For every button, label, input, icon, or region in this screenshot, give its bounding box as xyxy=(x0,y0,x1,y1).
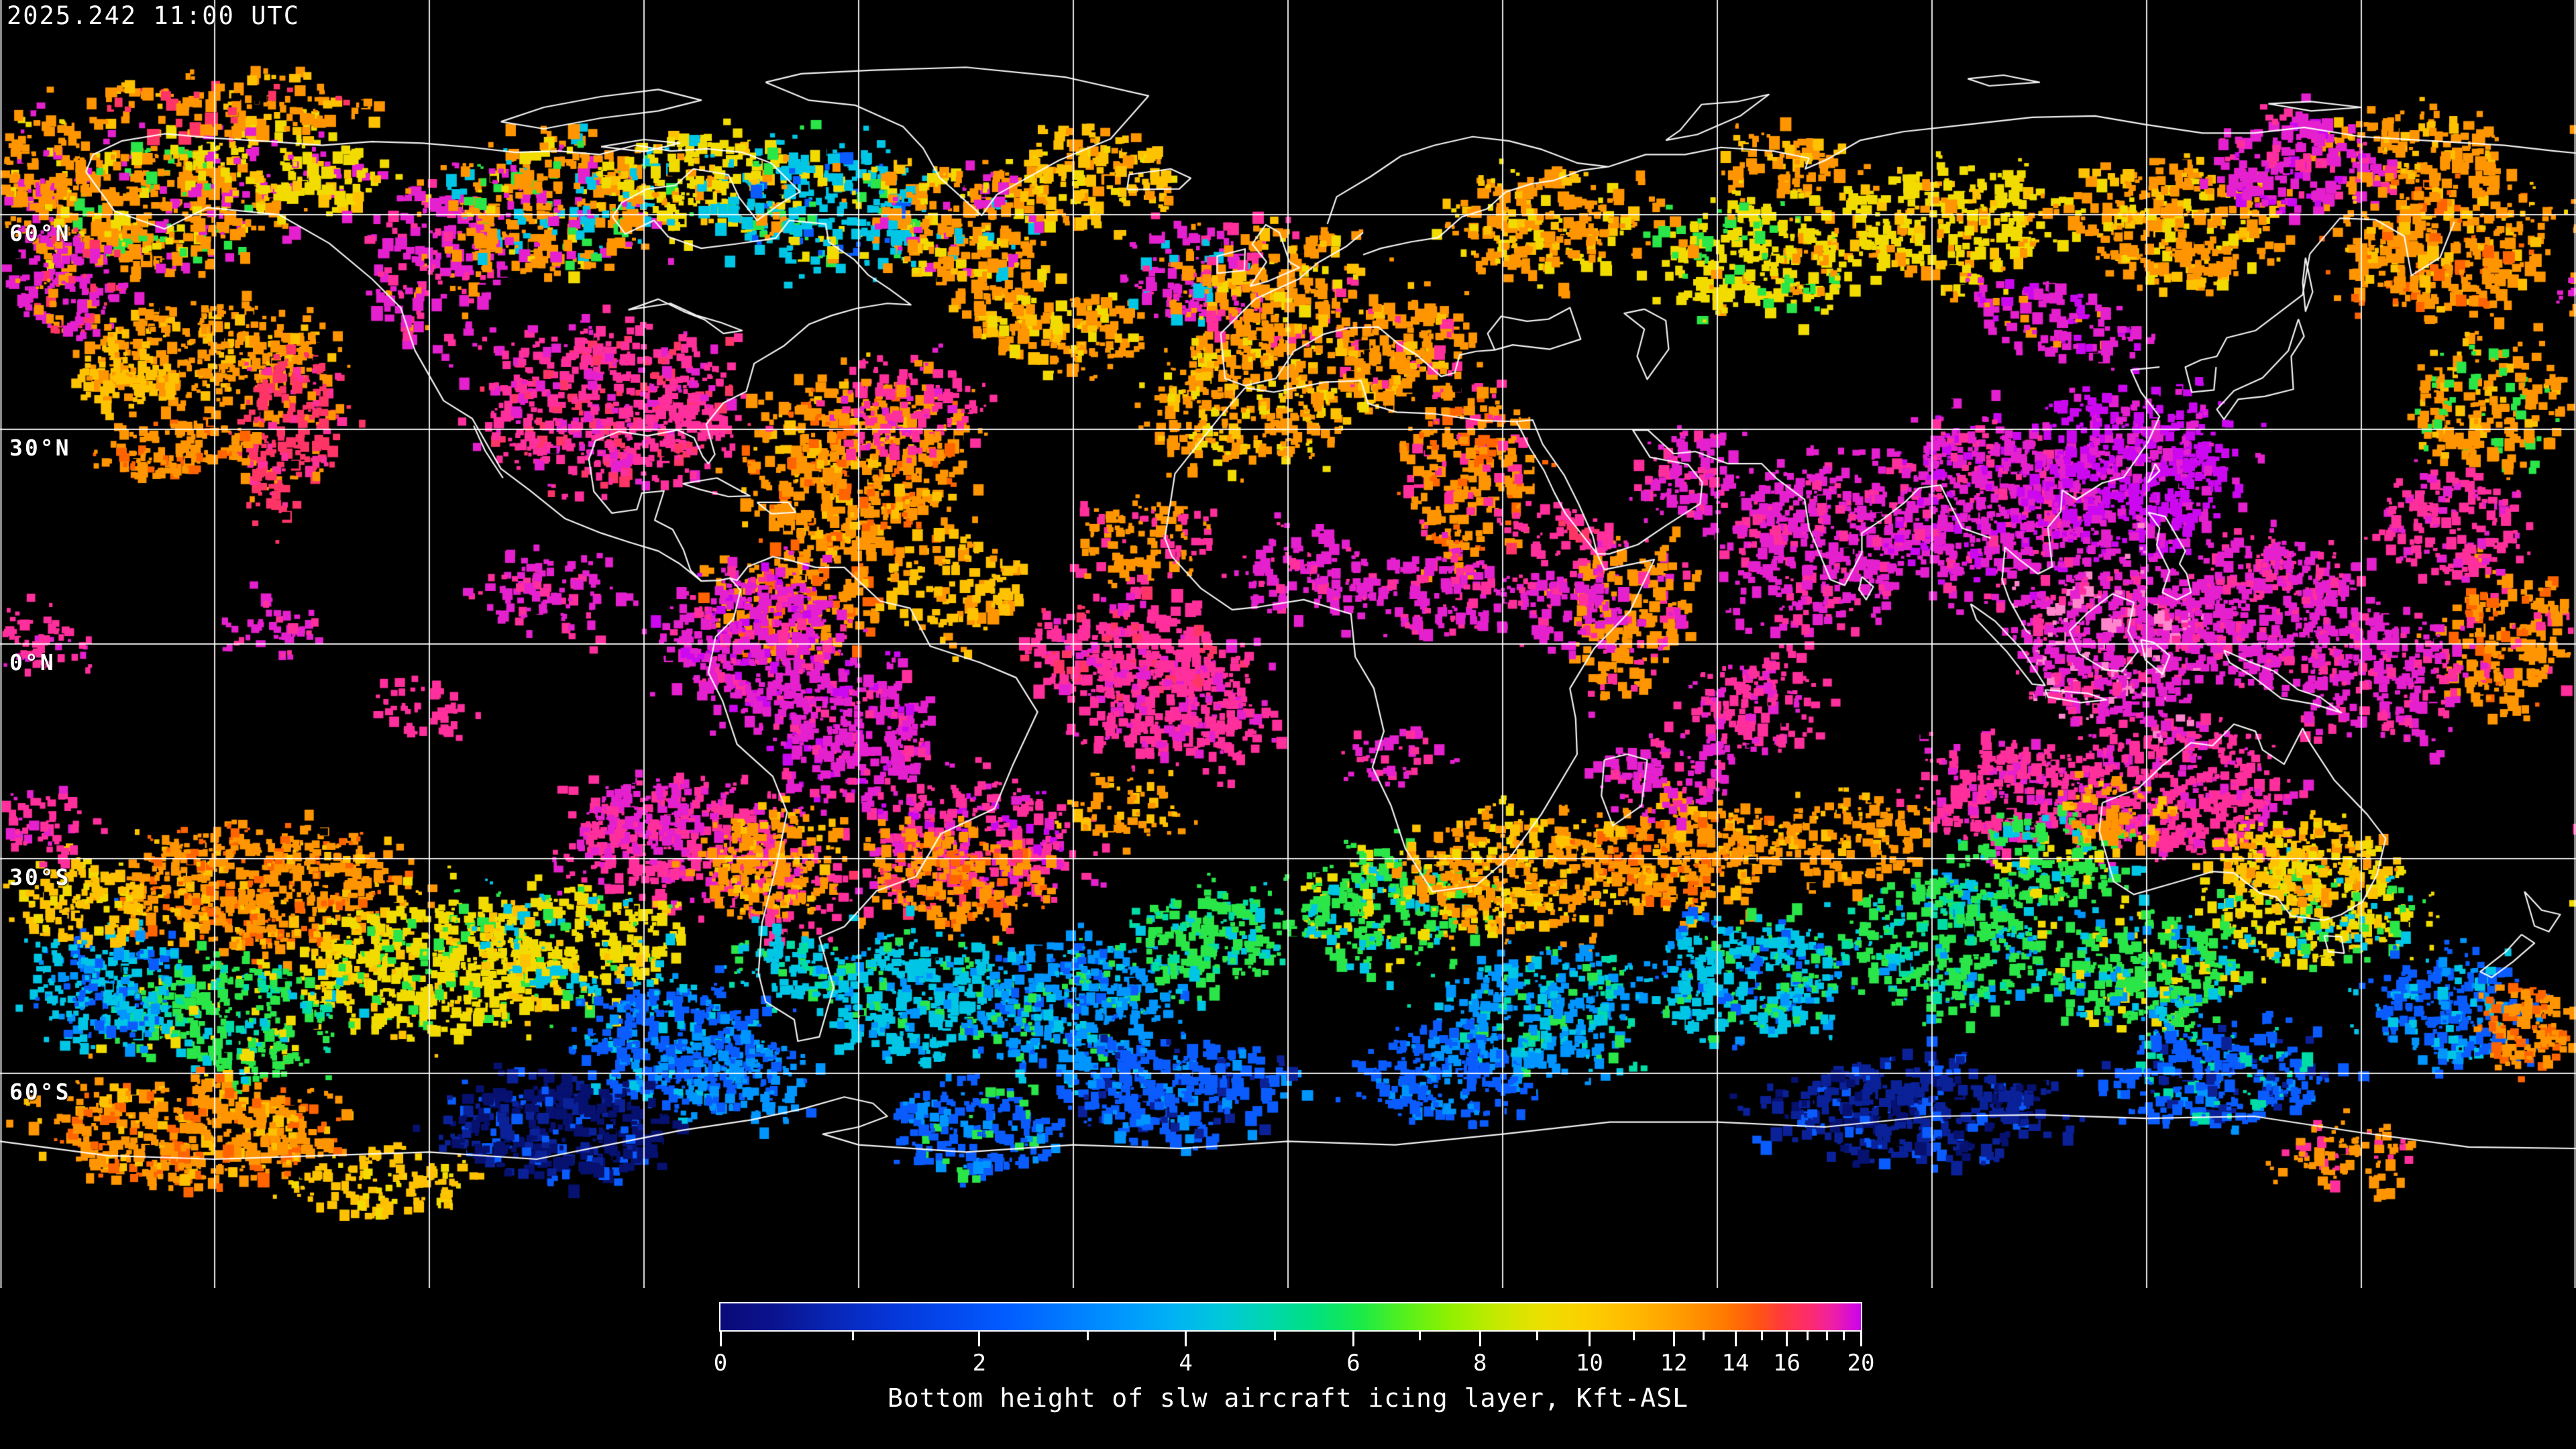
colorbar-tick-label: 20 xyxy=(1847,1350,1875,1377)
latitude-label: 30°S xyxy=(9,864,71,890)
latitude-label: 60°N xyxy=(9,220,71,246)
colorbar-tick xyxy=(1734,1332,1737,1346)
colorbar-tick xyxy=(1843,1332,1845,1340)
colorbar-tick xyxy=(1588,1332,1591,1346)
colorbar-tick-label: 0 xyxy=(713,1350,728,1377)
colorbar-tick xyxy=(1273,1332,1276,1340)
colorbar-tick xyxy=(1479,1332,1481,1346)
colorbar: 0 2 4 6 8 10 12 14 16 20 Bottom height of slw air… xyxy=(0,1288,2576,1449)
colorbar-tick-label: 12 xyxy=(1660,1350,1688,1377)
colorbar-tick xyxy=(1806,1332,1809,1340)
colorbar-tick xyxy=(1418,1332,1421,1340)
latitude-label: 60°S xyxy=(9,1079,71,1105)
colorbar-tick xyxy=(1086,1332,1089,1340)
colorbar-tick xyxy=(1672,1332,1675,1346)
colorbar-tick xyxy=(1786,1332,1788,1346)
colorbar-tick-label: 14 xyxy=(1721,1350,1750,1377)
colorbar-tick xyxy=(1185,1332,1187,1346)
colorbar-tick-label: 16 xyxy=(1773,1350,1801,1377)
colorbar-tick-label: 6 xyxy=(1346,1350,1360,1377)
colorbar-tick xyxy=(1860,1332,1862,1346)
colorbar-tick xyxy=(851,1332,854,1340)
colorbar-tick xyxy=(719,1332,722,1346)
colorbar-tick-label: 2 xyxy=(972,1350,987,1377)
colorbar-tick xyxy=(1352,1332,1354,1346)
colorbar-tick-labels: 0 2 4 6 8 10 12 14 16 20 xyxy=(714,1350,1875,1377)
colorbar-tick-label: 8 xyxy=(1472,1350,1487,1377)
colorbar-caption: Bottom height of slw aircraft icing laye… xyxy=(888,1383,1688,1413)
latitude-label: 0°N xyxy=(9,649,56,676)
colorbar-tick xyxy=(1760,1332,1763,1340)
world-map-canvas xyxy=(0,0,2576,1288)
colorbar-tick xyxy=(1536,1332,1538,1340)
colorbar-ticks xyxy=(719,1332,1862,1348)
latitude-label: 30°N xyxy=(9,435,71,461)
colorbar-tick xyxy=(978,1332,981,1346)
colorbar-tick xyxy=(1633,1332,1635,1340)
colorbar-tick-label: 4 xyxy=(1179,1350,1193,1377)
colorbar-tick-label: 10 xyxy=(1575,1350,1603,1377)
timestamp: 2025.242 11:00 UTC xyxy=(7,1,300,30)
colorbar-tick xyxy=(1702,1332,1705,1340)
colorbar-gradient xyxy=(719,1302,1862,1332)
colorbar-tick xyxy=(1825,1332,1828,1340)
